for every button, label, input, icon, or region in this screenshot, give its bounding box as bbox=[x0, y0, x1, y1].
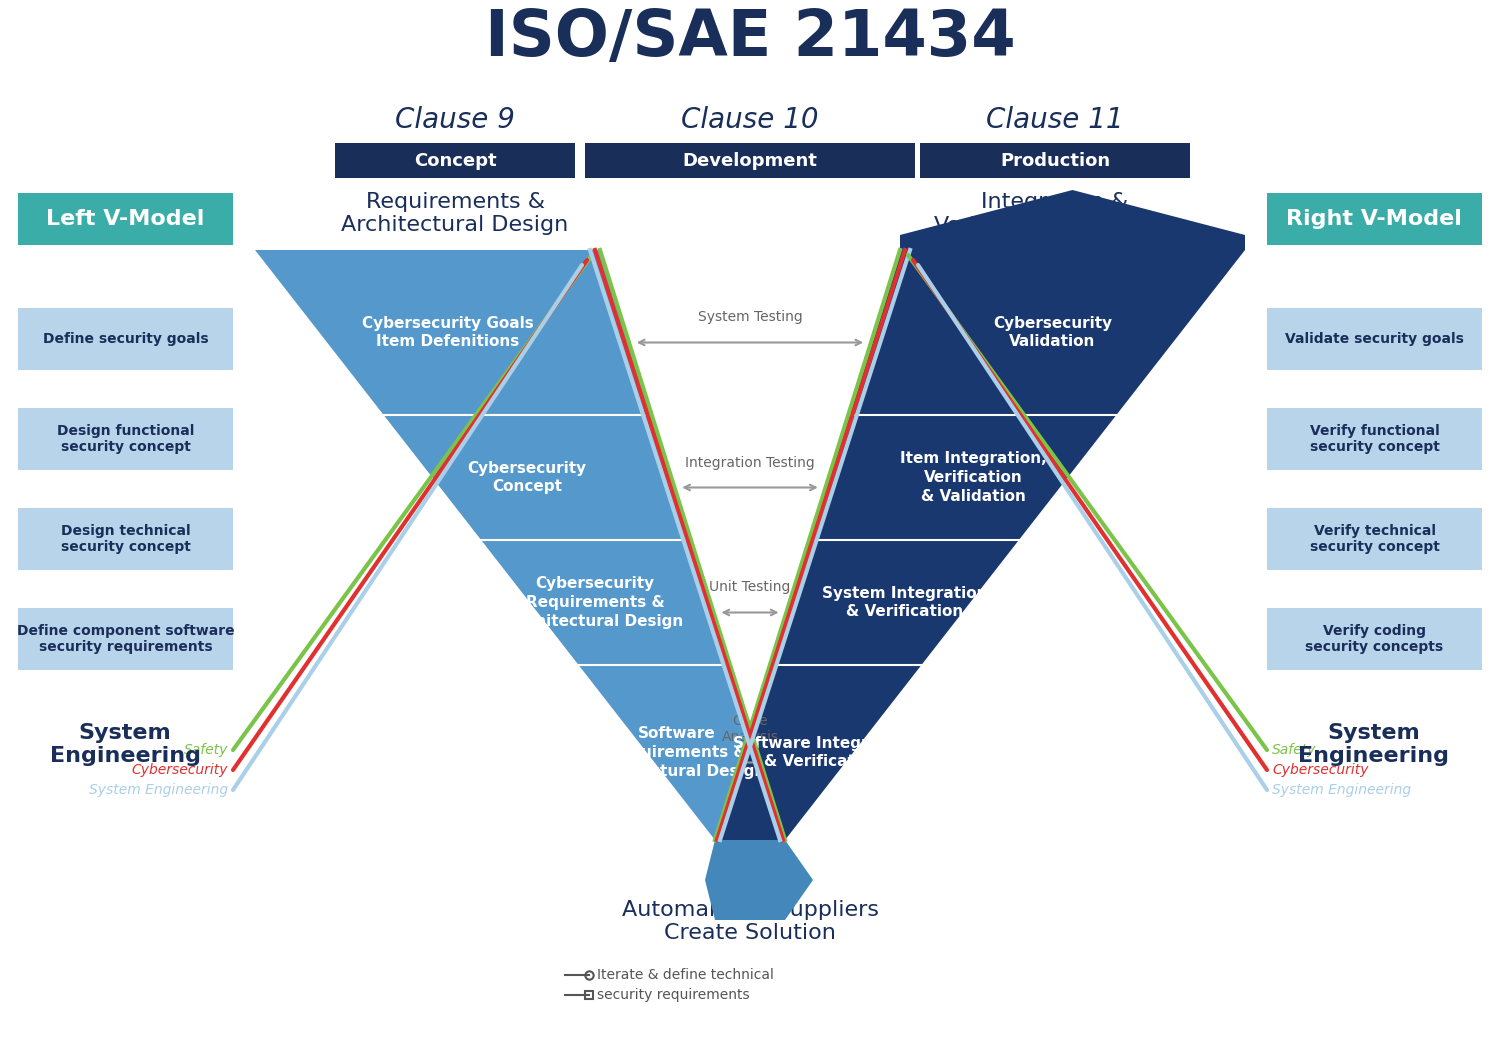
Text: Development: Development bbox=[682, 152, 818, 170]
Text: security requirements: security requirements bbox=[597, 987, 750, 1002]
Text: System
Engineering: System Engineering bbox=[1299, 723, 1449, 766]
FancyBboxPatch shape bbox=[1268, 193, 1482, 245]
FancyBboxPatch shape bbox=[18, 608, 232, 670]
Text: Item Integration,
Verification
& Validation: Item Integration, Verification & Validat… bbox=[900, 452, 1047, 503]
Text: Iterate & define technical: Iterate & define technical bbox=[597, 968, 774, 982]
Text: Unit Testing: Unit Testing bbox=[710, 580, 791, 595]
Polygon shape bbox=[705, 840, 813, 920]
Text: Safety: Safety bbox=[183, 743, 228, 757]
Text: Software Integration
& Verification: Software Integration & Verification bbox=[734, 735, 912, 769]
Polygon shape bbox=[716, 250, 1245, 840]
Text: Clause 10: Clause 10 bbox=[681, 106, 819, 134]
FancyBboxPatch shape bbox=[18, 193, 232, 245]
Text: Cybersecurity: Cybersecurity bbox=[132, 763, 228, 776]
FancyBboxPatch shape bbox=[585, 143, 915, 178]
Text: System Testing: System Testing bbox=[698, 310, 802, 325]
FancyBboxPatch shape bbox=[334, 143, 574, 178]
Text: Verify technical
security concept: Verify technical security concept bbox=[1310, 524, 1440, 554]
Text: Safety: Safety bbox=[1272, 743, 1317, 757]
Text: Cybersecurity: Cybersecurity bbox=[1272, 763, 1368, 776]
Text: System Integration
& Verification: System Integration & Verification bbox=[822, 586, 987, 619]
Text: Concept: Concept bbox=[414, 152, 497, 170]
Text: Cybersecurity
Requirements &
Architectural Design: Cybersecurity Requirements & Architectur… bbox=[507, 576, 684, 629]
Polygon shape bbox=[255, 250, 784, 840]
Text: Integration &
Verification/Validation: Integration & Verification/Validation bbox=[933, 192, 1176, 235]
Text: Right V-Model: Right V-Model bbox=[1286, 209, 1462, 229]
Text: Verify functional
security concept: Verify functional security concept bbox=[1310, 424, 1440, 454]
Text: Code
Analysis: Code Analysis bbox=[722, 714, 778, 745]
FancyBboxPatch shape bbox=[18, 408, 232, 469]
FancyBboxPatch shape bbox=[1268, 408, 1482, 469]
FancyBboxPatch shape bbox=[1268, 509, 1482, 570]
Text: Define component software
security requirements: Define component software security requi… bbox=[16, 624, 234, 654]
Text: ISO/SAE 21434: ISO/SAE 21434 bbox=[484, 7, 1016, 69]
Text: Cybersecurity
Validation: Cybersecurity Validation bbox=[993, 315, 1112, 349]
FancyBboxPatch shape bbox=[920, 143, 1190, 178]
Text: Validate security goals: Validate security goals bbox=[1286, 332, 1464, 346]
FancyBboxPatch shape bbox=[1268, 308, 1482, 370]
Text: Verify coding
security concepts: Verify coding security concepts bbox=[1305, 624, 1443, 654]
FancyBboxPatch shape bbox=[1268, 608, 1482, 670]
Text: Design functional
security concept: Design functional security concept bbox=[57, 424, 194, 454]
Text: Integration Testing: Integration Testing bbox=[686, 456, 814, 469]
Text: Design technical
security concept: Design technical security concept bbox=[60, 524, 190, 554]
FancyBboxPatch shape bbox=[18, 509, 232, 570]
Text: Left V-Model: Left V-Model bbox=[46, 209, 204, 229]
Polygon shape bbox=[900, 190, 1245, 250]
Text: Requirements &
Architectural Design: Requirements & Architectural Design bbox=[342, 192, 568, 235]
Text: System Engineering: System Engineering bbox=[1272, 783, 1412, 797]
Text: Cybersecurity Goals
Item Defenitions: Cybersecurity Goals Item Defenitions bbox=[362, 315, 534, 349]
Text: Automaker & Suppliers
Create Solution: Automaker & Suppliers Create Solution bbox=[621, 900, 879, 943]
Text: System
Engineering: System Engineering bbox=[50, 723, 201, 766]
Text: System Engineering: System Engineering bbox=[88, 783, 228, 797]
Text: Software
Requirements &
Architectural Design: Software Requirements & Architectural De… bbox=[590, 727, 765, 779]
Text: Cybersecurity
Concept: Cybersecurity Concept bbox=[468, 461, 586, 495]
Text: Define security goals: Define security goals bbox=[42, 332, 209, 346]
Text: Production: Production bbox=[1000, 152, 1110, 170]
Text: Clause 9: Clause 9 bbox=[394, 106, 514, 134]
Text: Clause 11: Clause 11 bbox=[987, 106, 1124, 134]
FancyBboxPatch shape bbox=[18, 308, 232, 370]
